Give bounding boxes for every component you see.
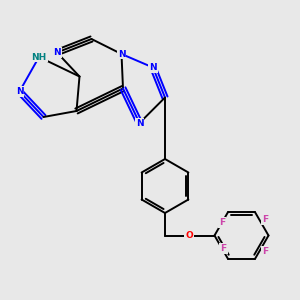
Text: F: F [262,215,268,224]
Text: NH: NH [32,52,46,62]
Text: F: F [262,247,268,256]
Text: N: N [136,118,143,127]
Text: N: N [118,50,125,58]
Text: F: F [220,244,226,253]
Text: O: O [185,231,193,240]
Text: F: F [219,218,225,227]
Text: N: N [149,63,157,72]
Text: N: N [16,87,23,96]
Text: N: N [53,48,61,57]
